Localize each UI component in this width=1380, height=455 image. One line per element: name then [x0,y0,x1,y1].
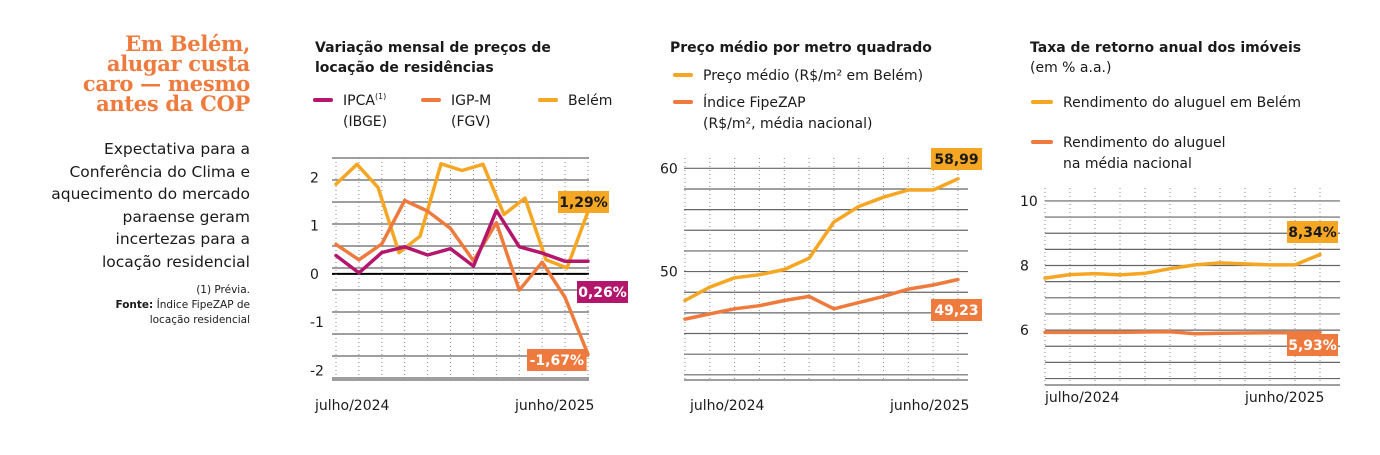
data-label-background [558,191,609,213]
description-line: aquecimento do mercado [51,185,250,203]
legend-label: Rendimento do aluguel [1063,135,1226,151]
data-label: 49,23 [934,303,978,319]
footnote: (1) Prévia. Fonte: Índice FipeZAP de loc… [40,283,250,328]
data-label-background [931,148,982,170]
data-label-background [577,281,628,303]
data-label-background [1287,221,1338,243]
x-tick-label: junho/2025 [514,398,594,414]
legend-label: Preço médio (R$/m² em Belém) [703,68,923,84]
data-label: 5,93% [1288,338,1337,354]
headline-line: Em Belém, [125,31,250,56]
chart-title: Preço médio por metro quadrado [670,40,932,56]
source-text: locação residencial [149,314,250,326]
legend-label: Belém [568,93,612,109]
y-tick-label: 2 [310,170,319,186]
description-line: Expectativa para a [103,140,250,158]
headline-line: alugar custa [106,51,250,76]
x-tick-label: julho/2024 [1044,390,1120,406]
legend-label: IGP-M [451,93,491,109]
chart-title: Taxa de retorno anual dos imóveis [1030,40,1301,56]
chart-title: (em % a.a.) [1030,60,1111,76]
data-label-background [527,349,587,371]
legend-label: na média nacional [1063,156,1192,172]
x-tick-label: julho/2024 [314,398,390,414]
data-label: 58,99 [934,152,978,168]
description-line: incertezas para a [115,230,250,248]
y-tick-label: -2 [310,363,324,379]
legend-label: Rendimento do aluguel em Belém [1063,95,1301,111]
legend-label: IPCA(1) [343,92,386,109]
chart-title: locação de residências [315,60,494,76]
y-tick-label: 50 [660,265,678,281]
y-tick-label: -1 [310,315,324,331]
description: Expectativa para a Conferência do Clima … [40,138,250,273]
headline-line: caro — mesmo [82,71,250,96]
description-line: paraense geram [122,207,250,226]
series-line [334,198,590,357]
data-label-background [931,299,982,321]
legend-superscript: (1) [375,92,386,101]
legend-label: (FGV) [451,114,490,130]
x-tick-label: junho/2025 [1244,390,1324,406]
legend-label: Índice FipeZAP [703,94,806,111]
y-tick-label: 10 [1020,194,1038,210]
series-line [683,277,960,321]
y-tick-label: 0 [310,267,319,283]
data-label: 8,34% [1288,225,1337,241]
description-line: locação residencial [101,252,250,271]
y-tick-label: 6 [1020,323,1029,339]
y-tick-label: 1 [310,219,319,235]
y-tick-label: 8 [1020,259,1029,275]
intro-block: Em Belém, alugar custa caro — mesmo ante… [40,31,250,328]
series-line [1043,252,1322,280]
series-line [683,177,960,303]
data-label: -1,67% [530,353,584,369]
series-line [334,162,590,270]
series-line [1043,329,1322,336]
footnote-text: (1) Prévia. [196,284,250,296]
series-line [334,208,590,275]
source-text: Índice FipeZAP de [156,299,250,311]
legend-label: (R$/m², média nacional) [703,116,872,132]
source-line: Fonte: Índice FipeZAP de [40,298,250,313]
headline: Em Belém, alugar custa caro — mesmo ante… [40,31,250,116]
headline-line: antes da COP [96,91,250,116]
y-tick-label: 60 [660,161,678,177]
legend-label: (IBGE) [343,114,387,130]
data-label: 1,29% [559,195,608,211]
x-tick-label: julho/2024 [689,398,765,414]
chart-price-per-square-meter: Preço médio por metro quadrado Preço médi… [660,40,982,414]
data-label-background [1287,334,1338,356]
description-line: Conferência do Clima e [69,162,250,181]
chart-title: Variação mensal de preços de [315,40,551,56]
x-tick-label: junho/2025 [889,398,969,414]
data-label: 0,26% [578,285,627,301]
source-label: Fonte: [115,299,154,311]
chart-monthly-rent-variation: Variação mensal de preços de locação de r… [310,40,628,414]
chart-annual-rental-yield: Taxa de retorno anual dos imóveis (em % a… [1020,40,1340,406]
